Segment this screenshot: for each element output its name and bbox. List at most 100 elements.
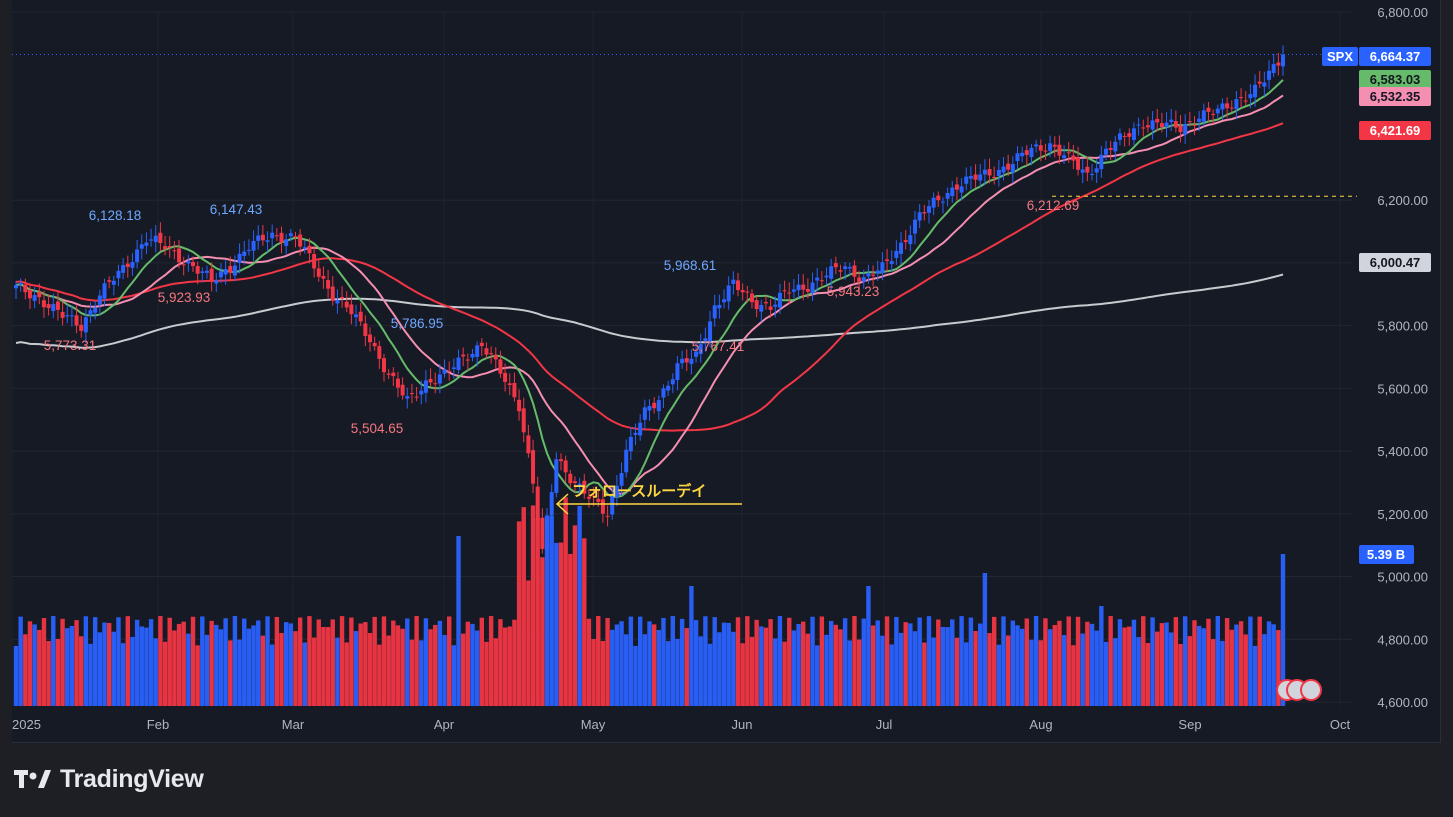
candle-body: [330, 286, 335, 301]
candle-body: [344, 301, 349, 308]
volume-bar: [106, 622, 112, 706]
chart-panel[interactable]: 6,128.18 6,147.43 5,786.95 5,968.61 5,773.31…: [12, 0, 1441, 743]
volume-bar: [1159, 623, 1165, 706]
candle-body: [442, 369, 447, 374]
volume-bar: [689, 586, 694, 706]
candle-body: [507, 383, 512, 386]
volume-bar: [875, 620, 880, 706]
volume-bar: [544, 515, 550, 706]
volume-bar: [349, 617, 354, 706]
event-icons[interactable]: [1276, 679, 1322, 701]
candle-body: [1201, 110, 1206, 122]
volume-bar: [1010, 620, 1016, 706]
volume-bar: [814, 645, 820, 706]
candle-body: [1062, 155, 1067, 159]
candle-body: [475, 345, 480, 357]
volume-bar: [679, 618, 685, 706]
time-tick-label: Sep: [1178, 717, 1201, 732]
volume-bar: [1047, 629, 1053, 706]
candle-body: [908, 235, 913, 245]
volume-bar: [512, 619, 517, 706]
volume-bar: [162, 641, 168, 706]
candle-body: [1090, 173, 1095, 175]
candle-body: [284, 239, 289, 246]
volume-bar: [470, 623, 475, 706]
volume-bar: [586, 618, 592, 706]
candle-body: [340, 296, 345, 299]
volume-bar: [116, 617, 121, 706]
candle-body: [1080, 169, 1085, 173]
candle-body: [358, 311, 363, 322]
candle-body: [689, 358, 694, 364]
volume-bar: [447, 616, 452, 706]
candle-body: [1183, 124, 1188, 135]
volume-bar: [139, 626, 144, 706]
volume-bar: [521, 507, 526, 706]
candle-body: [531, 450, 536, 484]
candle-body: [745, 291, 750, 293]
candle-body: [1076, 157, 1081, 170]
volume-bar: [1187, 636, 1193, 706]
volume-bar: [1043, 618, 1048, 706]
candle-body: [1052, 144, 1057, 147]
volume-bar: [726, 622, 731, 706]
candle-body: [1243, 100, 1248, 102]
swing-high-label: 6,147.43: [210, 202, 263, 217]
candle-body: [717, 304, 722, 309]
candle-body: [321, 276, 326, 279]
volume-bar: [367, 633, 373, 706]
candle-body: [517, 399, 522, 412]
candle-body: [591, 495, 596, 497]
candle-body: [419, 390, 424, 395]
volume-bar: [1131, 619, 1137, 706]
volume-bar: [1089, 623, 1095, 706]
candle-body: [1117, 133, 1122, 140]
candle-body: [894, 250, 899, 258]
candle-body: [1211, 113, 1216, 115]
price-chart[interactable]: 6,128.18 6,147.43 5,786.95 5,968.61 5,773.31…: [12, 0, 1440, 742]
candle-body: [801, 284, 806, 290]
volume-bar: [102, 622, 107, 706]
ma-value-tag: 6,421.69: [1359, 121, 1431, 140]
candle-body: [1071, 155, 1076, 161]
volume-bar: [898, 632, 904, 706]
volume-bar: [144, 627, 149, 706]
tradingview-brand[interactable]: TradingView: [14, 762, 204, 796]
candle-body: [819, 280, 824, 282]
volume-bar: [703, 616, 708, 706]
us-flag-icon[interactable]: [1300, 679, 1322, 701]
volume-bar: [917, 617, 922, 706]
candle-body: [1010, 164, 1015, 173]
candle-body: [1271, 64, 1276, 73]
candle-body: [130, 262, 135, 268]
volume-bar: [1127, 626, 1132, 706]
grid-lines: [12, 11, 1352, 706]
volume-bar: [954, 637, 960, 706]
candle-body: [614, 485, 619, 498]
ma-tag-value: 6,532.35: [1370, 89, 1421, 104]
candle-body: [880, 262, 885, 274]
volume-bar: [1164, 622, 1169, 706]
ma-tag-bg: [1359, 87, 1431, 106]
volume-bar: [405, 618, 410, 706]
candle-body: [815, 277, 820, 281]
volume-bar: [824, 634, 829, 706]
volume-bar: [1243, 634, 1248, 706]
volume-bar: [1122, 627, 1127, 706]
candle-body: [1197, 118, 1202, 122]
volume-bar: [922, 642, 927, 706]
volume-bar: [13, 646, 19, 706]
candle-body: [111, 280, 116, 285]
volume-bar: [847, 640, 852, 706]
follow-through-annotation: フォロースルーデイ: [555, 482, 742, 515]
volume-bar: [316, 619, 321, 706]
volume-bar: [79, 636, 84, 706]
candle-body: [722, 299, 727, 303]
candle-body: [521, 408, 526, 433]
volume-bar: [1005, 635, 1011, 706]
candle-body: [708, 321, 713, 342]
volume-bar: [1061, 635, 1067, 706]
candle-body: [959, 186, 964, 193]
volume-bar: [768, 619, 773, 706]
candle-body: [829, 266, 834, 279]
